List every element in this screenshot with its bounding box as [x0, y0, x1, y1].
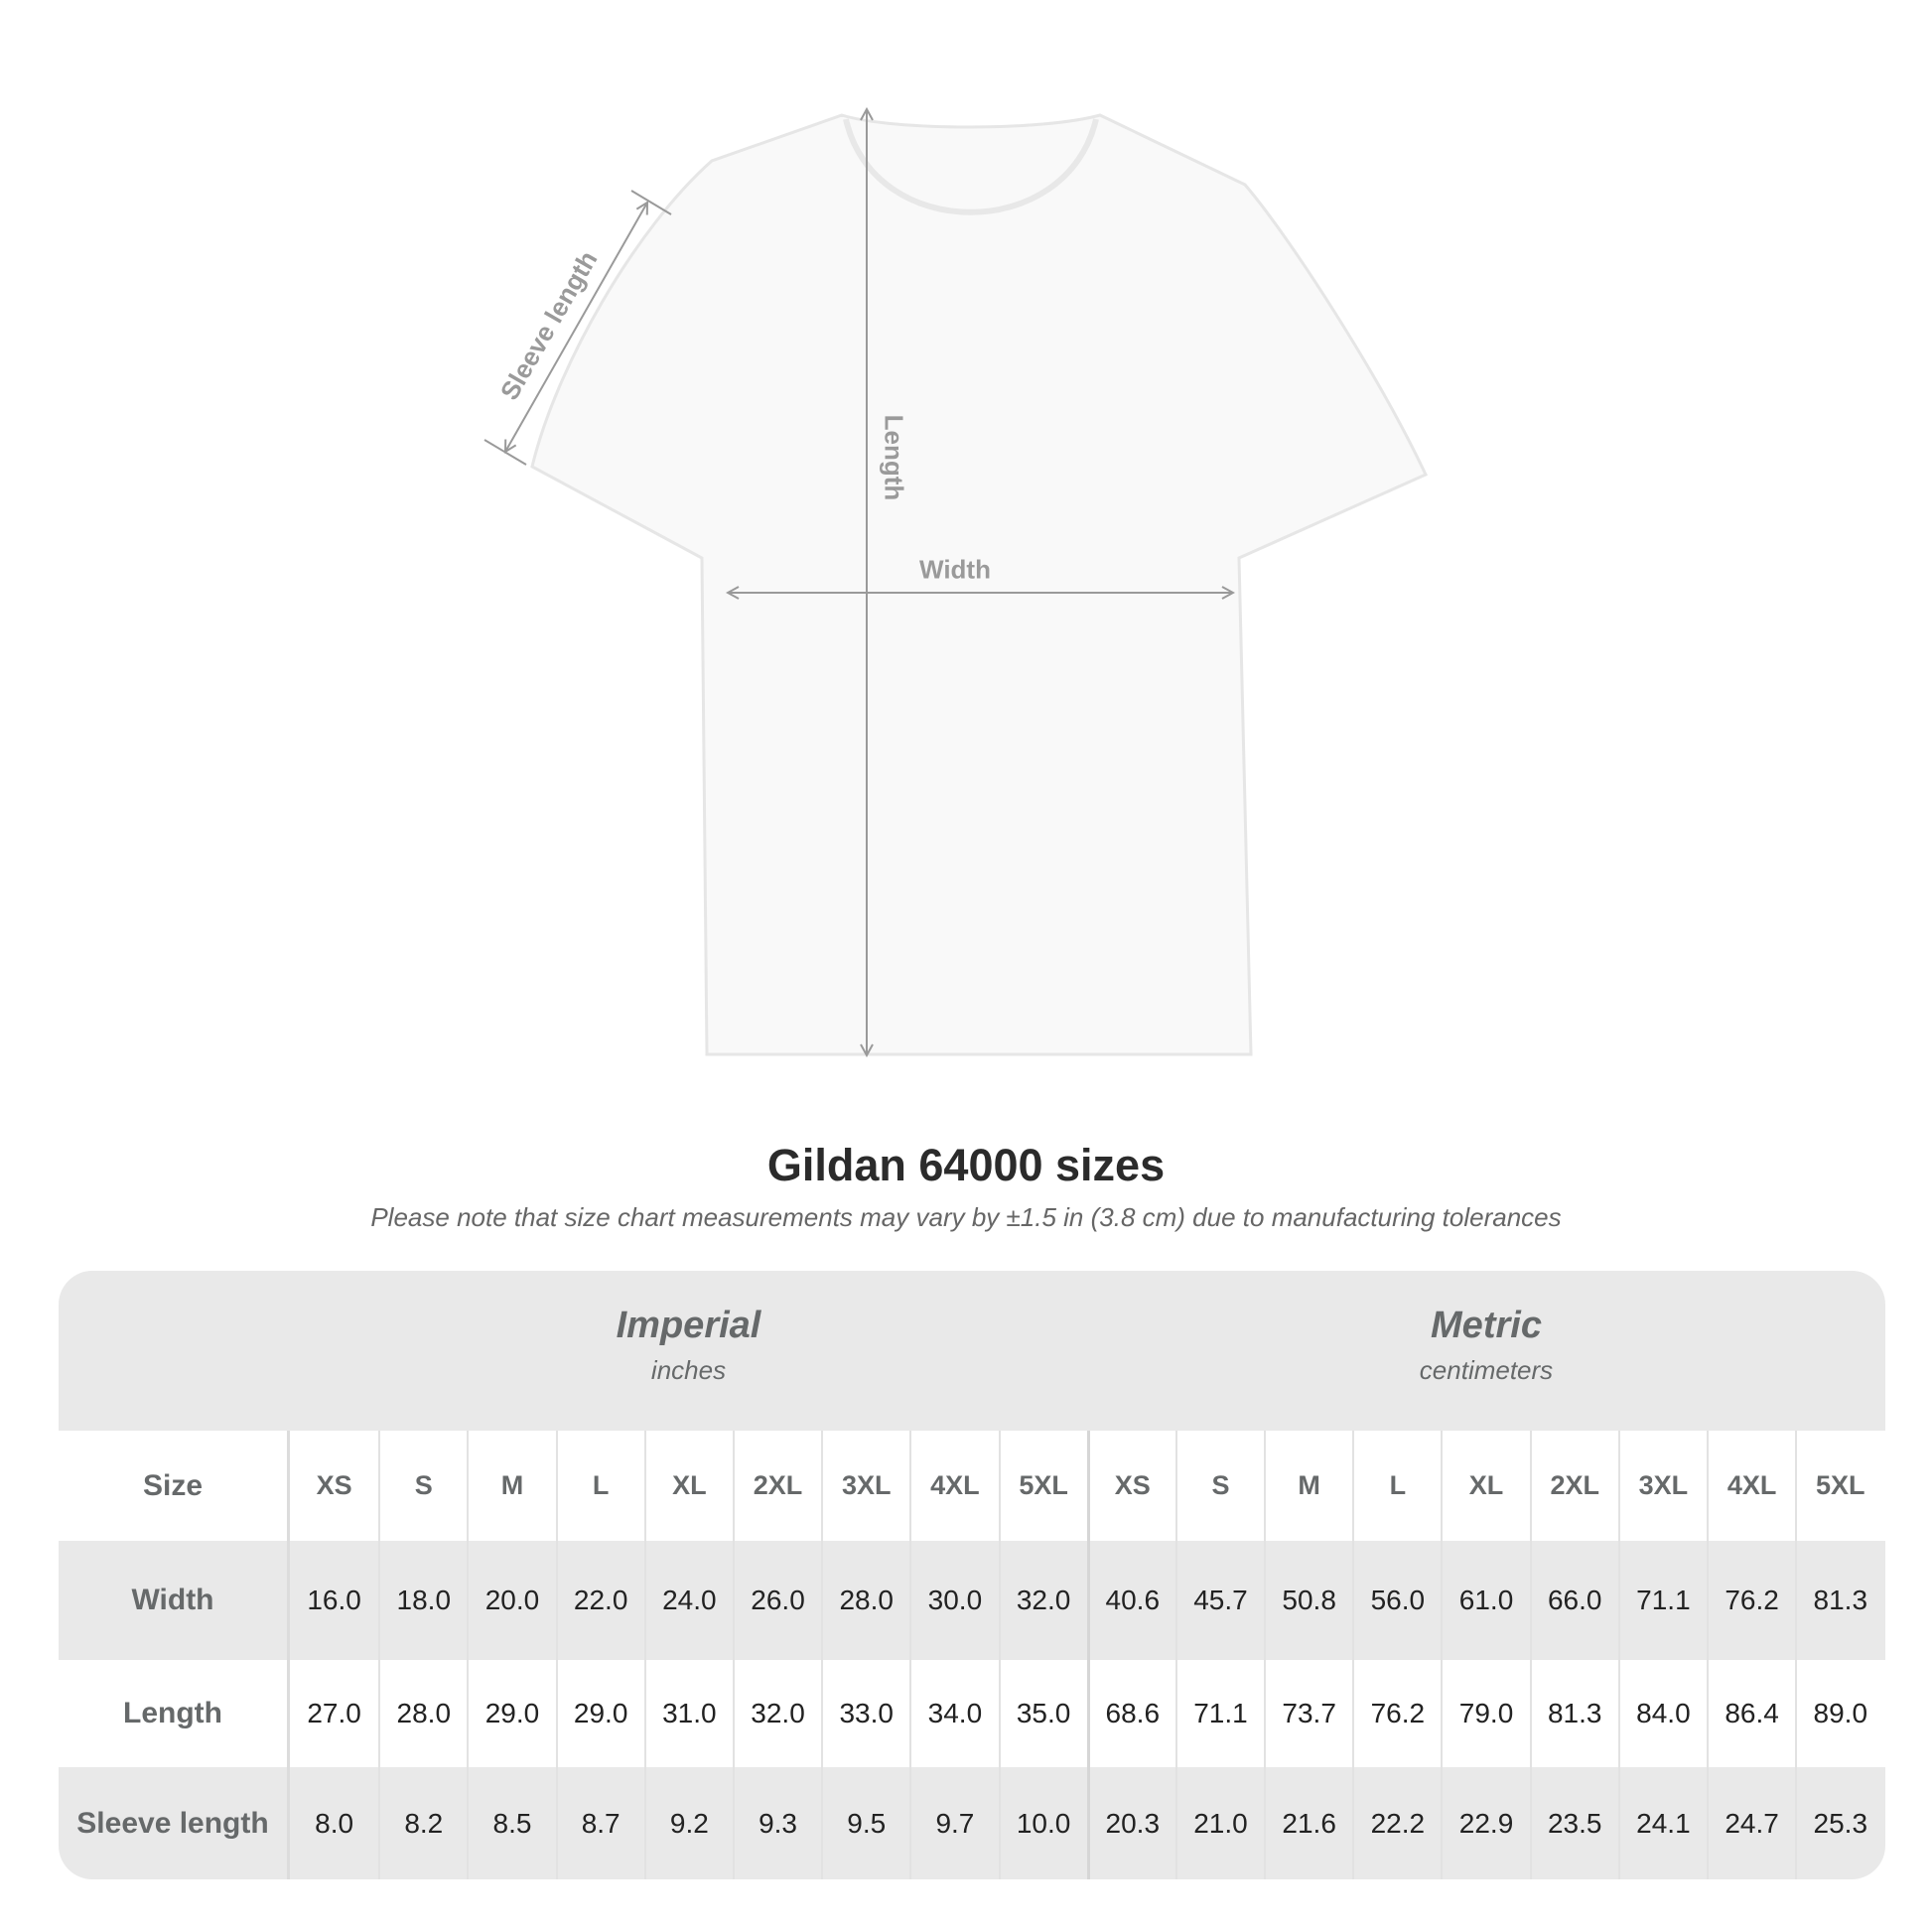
imperial-unit: inches — [650, 1355, 727, 1385]
table-row: Length 27.0 28.0 29.0 29.0 31.0 32.0 33.0 34.0 35… — [59, 1660, 1885, 1767]
table-cell: 84.0 — [1617, 1660, 1707, 1767]
table-cell: 81.3 — [1529, 1660, 1618, 1767]
table-cell: 45.7 — [1174, 1541, 1264, 1660]
size-header-cell: 3XL — [821, 1431, 909, 1541]
size-table: Imperial inches Metric centimeters Size X… — [59, 1271, 1885, 1879]
row-label: Sleeve length — [59, 1767, 290, 1879]
table-row: Width 16.0 18.0 20.0 22.0 24.0 26.0 28.0 30.0 32.… — [59, 1541, 1885, 1660]
table-cell: 71.1 — [1617, 1541, 1707, 1660]
metric-header: Metric centimeters — [1087, 1271, 1885, 1431]
table-cell: 66.0 — [1529, 1541, 1618, 1660]
table-cell: 22.2 — [1352, 1767, 1441, 1879]
table-cell: 71.1 — [1174, 1660, 1264, 1767]
size-header-cell: XL — [1441, 1431, 1529, 1541]
size-header-cell: L — [555, 1431, 644, 1541]
imperial-title: Imperial — [616, 1305, 761, 1346]
table-cell: 50.8 — [1264, 1541, 1352, 1660]
table-cell: 9.7 — [909, 1767, 998, 1879]
table-cell: 68.6 — [1086, 1660, 1175, 1767]
sleeve-arrow — [505, 203, 647, 452]
size-header-cell: XL — [643, 1431, 733, 1541]
tshirt-diagram — [483, 0, 1429, 1092]
size-header-row: Size XS S M L XL 2XL 3XL 4XL 5XL XS S M L XL 2XL 3XL 4XL 5… — [59, 1431, 1885, 1541]
table-cell: 10.0 — [998, 1767, 1087, 1879]
size-header-cell: 5XL — [998, 1431, 1087, 1541]
size-header-cell: S — [1174, 1431, 1264, 1541]
table-cell: 8.7 — [555, 1767, 644, 1879]
size-header-cell: 2XL — [732, 1431, 821, 1541]
size-header-cell: S — [378, 1431, 467, 1541]
sleeve-tick-top — [630, 190, 672, 215]
size-header-cell: 2XL — [1529, 1431, 1618, 1541]
table-cell: 24.7 — [1707, 1767, 1795, 1879]
table-cell: 61.0 — [1441, 1541, 1529, 1660]
row-band-sleeve — [59, 1767, 1885, 1879]
table-cell: 8.0 — [315, 1807, 354, 1839]
imperial-header: Imperial inches — [290, 1271, 1087, 1431]
size-header-cell: 4XL — [1707, 1431, 1795, 1541]
table-cell: 24.1 — [1617, 1767, 1707, 1879]
chart-title: Gildan 64000 sizes — [766, 1140, 1166, 1190]
table-cell: 76.2 — [1707, 1541, 1795, 1660]
table-cell: 86.4 — [1707, 1660, 1795, 1767]
table-cell: 29.0 — [555, 1660, 644, 1767]
table-cell: 21.0 — [1174, 1767, 1264, 1879]
table-cell: 20.0 — [467, 1541, 555, 1660]
table-cell: 20.3 — [1086, 1767, 1175, 1879]
table-cell: 21.6 — [1264, 1767, 1352, 1879]
table-cell: 9.2 — [643, 1767, 733, 1879]
size-header-cell: M — [467, 1431, 555, 1541]
table-cell: 27.0 — [307, 1698, 361, 1728]
table-cell: 26.0 — [732, 1541, 821, 1660]
header-band — [59, 1271, 1885, 1431]
table-cell: 29.0 — [467, 1660, 555, 1767]
table-cell: 28.0 — [821, 1541, 909, 1660]
row-label: Size — [59, 1431, 290, 1541]
size-header-cell: XS — [316, 1470, 352, 1500]
size-header-cell: XS — [1086, 1431, 1175, 1541]
row-band-width — [59, 1541, 1885, 1660]
table-cell: 28.0 — [378, 1660, 467, 1767]
table-cell: 30.0 — [909, 1541, 998, 1660]
table-cell: 9.3 — [732, 1767, 821, 1879]
table-cell: 22.9 — [1441, 1767, 1529, 1879]
table-cell: 34.0 — [909, 1660, 998, 1767]
table-cell: 8.2 — [378, 1767, 467, 1879]
table-cell: 40.6 — [1086, 1541, 1175, 1660]
table-cell: 81.3 — [1795, 1541, 1883, 1660]
sleeve-tick-bottom — [483, 439, 527, 466]
metric-unit: centimeters — [1419, 1355, 1554, 1385]
table-cell: 35.0 — [998, 1660, 1087, 1767]
table-row: Sleeve length 8.0 8.2 8.5 8.7 9.2 9.3 9.5 9.7 10.… — [59, 1767, 1885, 1879]
table-cell: 33.0 — [821, 1660, 909, 1767]
length-label: Length — [879, 414, 909, 501]
table-cell: 31.0 — [643, 1660, 733, 1767]
size-header-cell: 4XL — [909, 1431, 998, 1541]
table-cell: 32.0 — [998, 1541, 1087, 1660]
table-cell: 8.5 — [467, 1767, 555, 1879]
table-cell: 32.0 — [732, 1660, 821, 1767]
table-cell: 79.0 — [1441, 1660, 1529, 1767]
size-header-cell: M — [1264, 1431, 1352, 1541]
table-cell: 56.0 — [1352, 1541, 1441, 1660]
size-header-cell: 5XL — [1795, 1431, 1883, 1541]
row-label: Width — [59, 1541, 290, 1660]
metric-title: Metric — [1431, 1305, 1542, 1346]
table-cell: 25.3 — [1795, 1767, 1883, 1879]
size-header-cell: 3XL — [1617, 1431, 1707, 1541]
table-cell: 9.5 — [821, 1767, 909, 1879]
row-label: Length — [59, 1660, 290, 1767]
table-cell: 76.2 — [1352, 1660, 1441, 1767]
table-cell: 18.0 — [378, 1541, 467, 1660]
tolerance-note: Please note that size chart measurements… — [370, 1202, 1562, 1232]
table-cell: 89.0 — [1795, 1660, 1883, 1767]
table-cell: 16.0 — [307, 1585, 361, 1615]
table-cell: 23.5 — [1529, 1767, 1618, 1879]
table-cell: 22.0 — [555, 1541, 644, 1660]
width-label: Width — [919, 554, 991, 585]
size-header-cell: L — [1352, 1431, 1441, 1541]
table-cell: 24.0 — [643, 1541, 733, 1660]
table-cell: 73.7 — [1264, 1660, 1352, 1767]
